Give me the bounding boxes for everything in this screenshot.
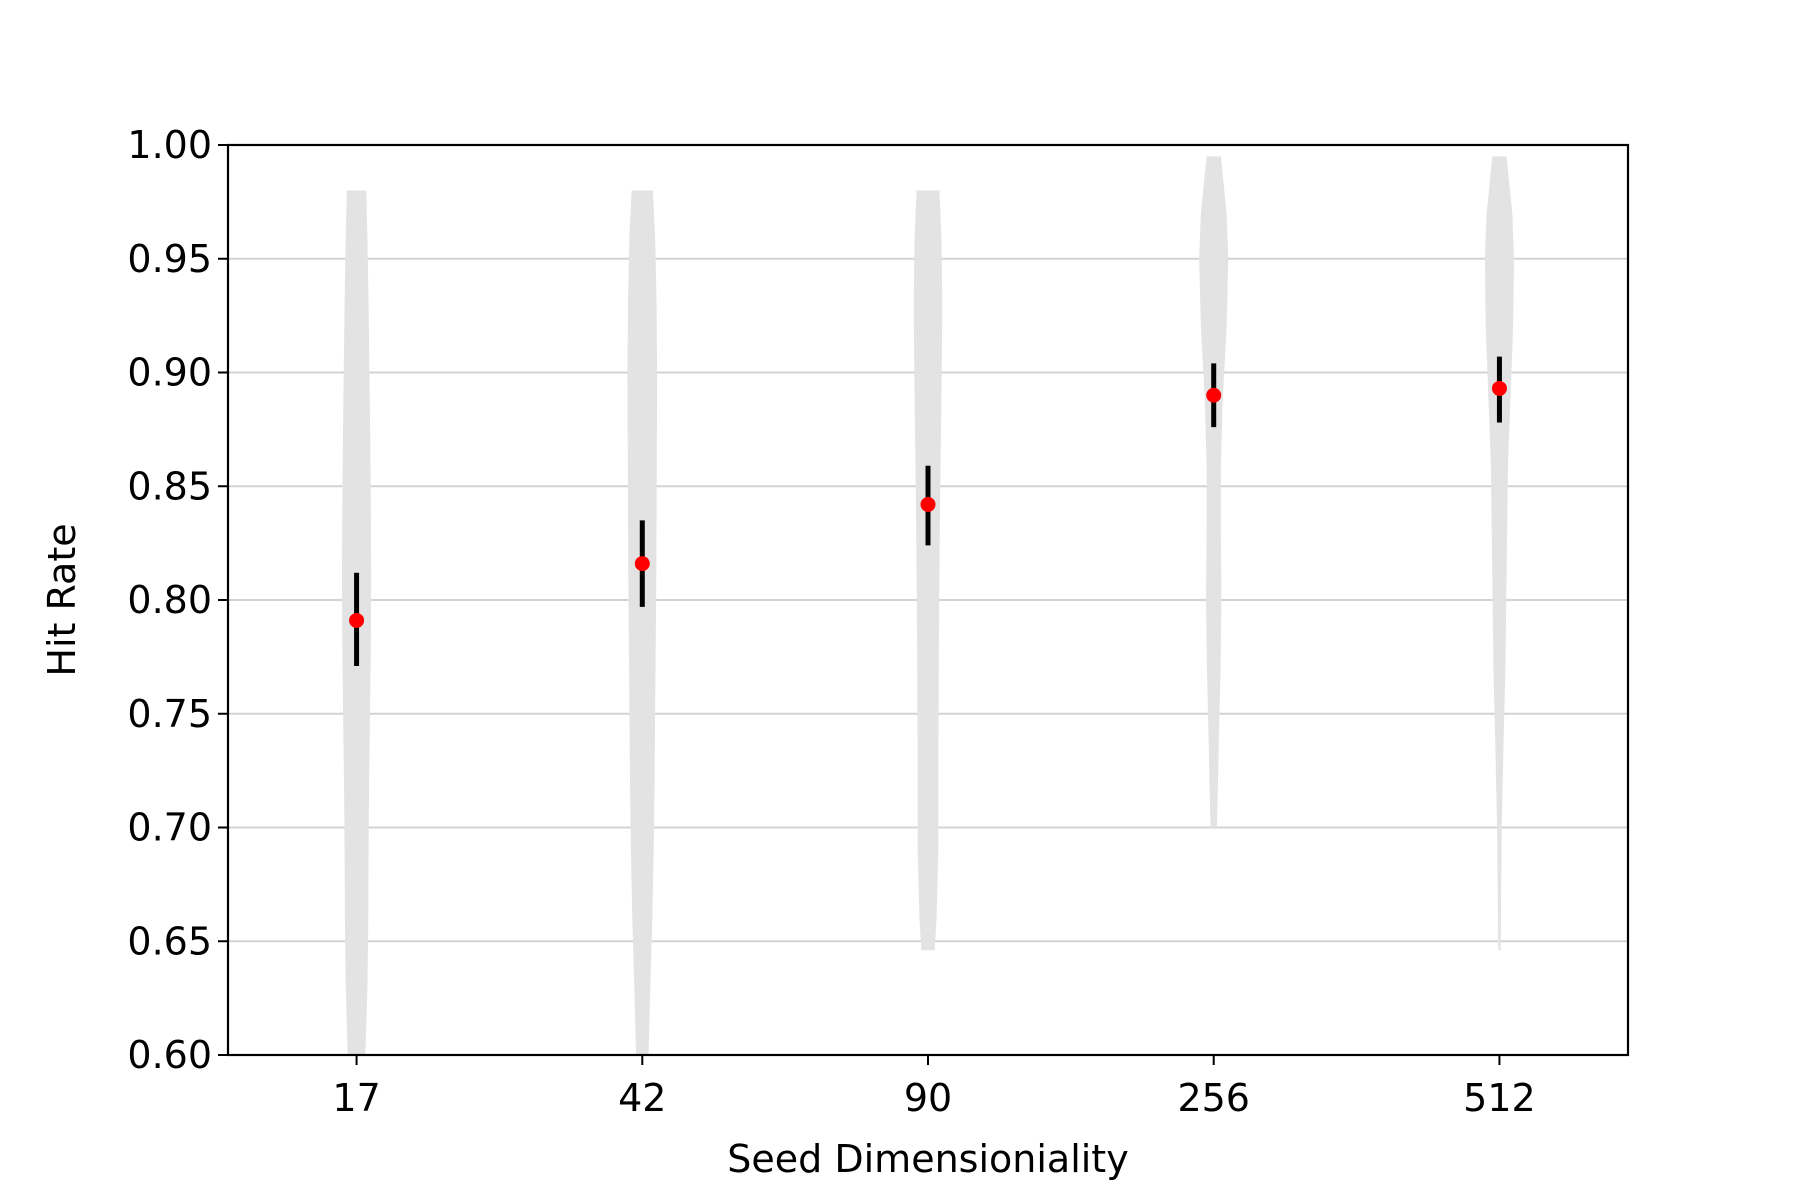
- y-tick-label: 0.70: [127, 806, 212, 850]
- mean-point-512: [1491, 380, 1507, 396]
- mean-point-42: [634, 556, 650, 572]
- y-tick-label: 1.00: [127, 123, 212, 167]
- mean-point-256: [1206, 387, 1222, 403]
- violin-256: [1199, 156, 1229, 828]
- x-tick-label: 17: [332, 1076, 380, 1120]
- mean-point-90: [920, 496, 936, 512]
- y-tick-label: 0.90: [127, 351, 212, 395]
- y-tick-label: 0.85: [127, 464, 212, 508]
- violins: [342, 156, 1514, 1055]
- violin-42: [627, 190, 658, 1055]
- mean-point-17: [349, 612, 365, 628]
- x-axis-ticks: 17 42 90 256 512: [332, 1055, 1536, 1120]
- y-axis-ticks: 0.60 0.65 0.70 0.75 0.80 0.85 0.90 0.95 1.00: [127, 123, 228, 1077]
- mean-markers: [349, 380, 1507, 628]
- violin-512: [1484, 156, 1514, 951]
- x-tick-label: 512: [1463, 1076, 1536, 1120]
- x-tick-label: 42: [618, 1076, 666, 1120]
- y-axis-label: Hit Rate: [40, 523, 84, 676]
- x-tick-label: 90: [904, 1076, 952, 1120]
- y-tick-label: 0.60: [127, 1033, 212, 1077]
- x-axis-label: Seed Dimensioniality: [727, 1137, 1128, 1181]
- y-tick-label: 0.65: [127, 919, 212, 963]
- violin-90: [913, 190, 943, 951]
- y-tick-label: 0.80: [127, 578, 212, 622]
- x-tick-label: 256: [1177, 1076, 1250, 1120]
- y-tick-label: 0.95: [127, 237, 212, 281]
- y-tick-label: 0.75: [127, 692, 212, 736]
